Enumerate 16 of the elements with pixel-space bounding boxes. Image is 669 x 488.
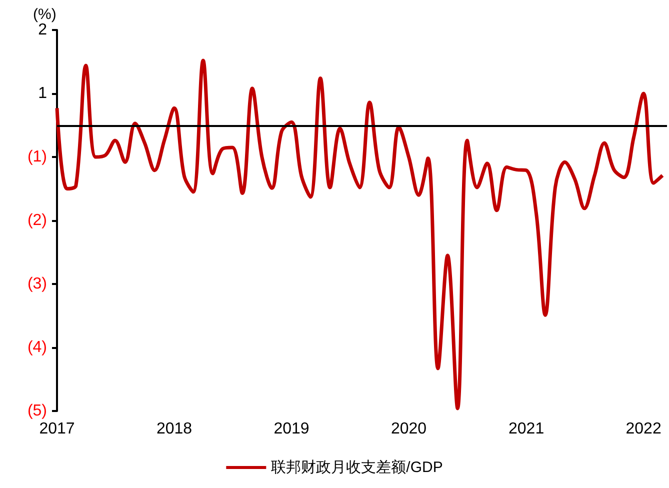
y-tick-label: (3) [27, 276, 47, 292]
x-tick-label: 2020 [390, 420, 427, 438]
y-tick-label: 2 [38, 22, 48, 38]
y-tick-label: 1 [38, 85, 48, 102]
y-tick-label: (5) [27, 402, 47, 420]
x-tick-label: 2022 [626, 420, 662, 438]
legend-label: 联邦财政月收支差额/GDP [271, 459, 443, 476]
line-series [55, 58, 664, 410]
x-tick-label: 2017 [39, 420, 75, 438]
x-tick-label: 2019 [274, 420, 310, 438]
x-tick-label: 2018 [156, 420, 192, 438]
x-tick-label: 2021 [508, 420, 544, 438]
y-tick-label: (1) [27, 148, 47, 166]
y-tick-label: (4) [27, 339, 47, 356]
y-tick-label: (2) [27, 212, 47, 229]
y-axis-title: (%) [33, 6, 56, 24]
